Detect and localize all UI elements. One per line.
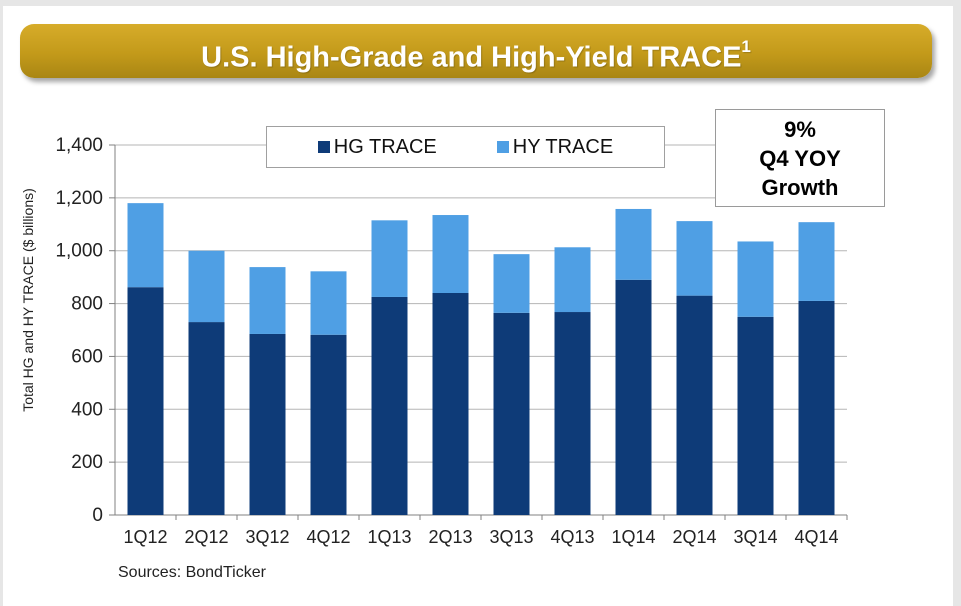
bar-hy-1q14 bbox=[615, 208, 652, 280]
bar-hg-2q13 bbox=[432, 293, 469, 515]
x-tick-label: 4Q14 bbox=[794, 527, 838, 547]
x-tick-label: 1Q14 bbox=[611, 527, 655, 547]
bar-hy-4q14 bbox=[798, 222, 835, 301]
bar-hy-4q13 bbox=[554, 247, 591, 313]
bar-hy-1q12 bbox=[127, 203, 164, 288]
bar-hy-3q14 bbox=[737, 241, 774, 317]
x-tick-label: 2Q12 bbox=[184, 527, 228, 547]
y-tick-label: 1,000 bbox=[55, 241, 103, 262]
x-tick-label: 2Q14 bbox=[672, 527, 716, 547]
legend-label-hy: HY TRACE bbox=[512, 135, 614, 158]
source-note: Sources: BondTicker bbox=[118, 564, 266, 581]
bar-hy-1q13 bbox=[371, 220, 408, 297]
bar-hg-3q12 bbox=[249, 333, 286, 515]
bar-hg-1q14 bbox=[615, 279, 652, 515]
chart-title: U.S. High-Grade and High-Yield TRACE bbox=[201, 41, 742, 74]
legend-item-hg: HG TRACE bbox=[317, 135, 437, 159]
x-tick-label: 3Q14 bbox=[733, 527, 777, 547]
bar-hy-2q13 bbox=[432, 215, 469, 293]
stacked-bar-chart: 0 200 400 600 800 1,000 1,200 1,400 1Q12 2Q12 3Q12… bbox=[55, 135, 848, 547]
growth-callout-period: Q4 YOY bbox=[759, 146, 841, 171]
bar-hy-2q12 bbox=[188, 250, 225, 323]
legend: HG TRACE HY TRACE bbox=[266, 126, 665, 168]
bar-hy-3q13 bbox=[493, 254, 530, 313]
bar-hy-3q12 bbox=[249, 267, 286, 334]
y-tick-label: 200 bbox=[71, 452, 103, 473]
x-tick-label: 4Q12 bbox=[306, 527, 350, 547]
growth-callout: 9% Q4 YOY Growth bbox=[715, 109, 885, 207]
y-tick-label: 1,200 bbox=[55, 188, 103, 209]
y-axis-title: Total HG and HY TRACE ($ billions) bbox=[20, 188, 36, 412]
bar-hg-4q14 bbox=[798, 300, 835, 515]
y-tick-label: 600 bbox=[71, 346, 103, 367]
x-tick-label: 3Q12 bbox=[245, 527, 289, 547]
growth-callout-label: Growth bbox=[761, 175, 839, 200]
y-tick-label: 400 bbox=[71, 399, 103, 420]
bar-hg-4q13 bbox=[554, 312, 591, 515]
bar-hy-2q14 bbox=[676, 221, 713, 296]
x-tick-label: 1Q12 bbox=[123, 527, 167, 547]
legend-item-hy: HY TRACE bbox=[496, 135, 614, 159]
y-tick-label: 0 bbox=[92, 505, 103, 526]
legend-swatch-hy bbox=[496, 141, 509, 153]
x-tick-label: 1Q13 bbox=[367, 527, 411, 547]
bar-hg-1q13 bbox=[371, 296, 408, 515]
legend-swatch-hg bbox=[317, 141, 330, 153]
title-footnote-marker: 1 bbox=[741, 37, 751, 56]
growth-callout-percent: 9% bbox=[784, 117, 816, 142]
bar-hg-3q13 bbox=[493, 312, 530, 515]
bar-hy-4q12 bbox=[310, 271, 347, 335]
title-banner: U.S. High-Grade and High-Yield TRACE1 bbox=[20, 24, 932, 78]
y-tick-label: 1,400 bbox=[55, 135, 103, 156]
x-tick-label: 3Q13 bbox=[489, 527, 533, 547]
legend-label-hg: HG TRACE bbox=[333, 135, 437, 158]
bar-hg-3q14 bbox=[737, 316, 774, 515]
x-tick-label: 4Q13 bbox=[550, 527, 594, 547]
bar-hg-2q12 bbox=[188, 322, 225, 515]
bar-hg-4q12 bbox=[310, 334, 347, 515]
y-tick-label: 800 bbox=[71, 294, 103, 315]
bar-hg-2q14 bbox=[676, 295, 713, 515]
x-tick-label: 2Q13 bbox=[428, 527, 472, 547]
bar-hg-1q12 bbox=[127, 287, 164, 515]
